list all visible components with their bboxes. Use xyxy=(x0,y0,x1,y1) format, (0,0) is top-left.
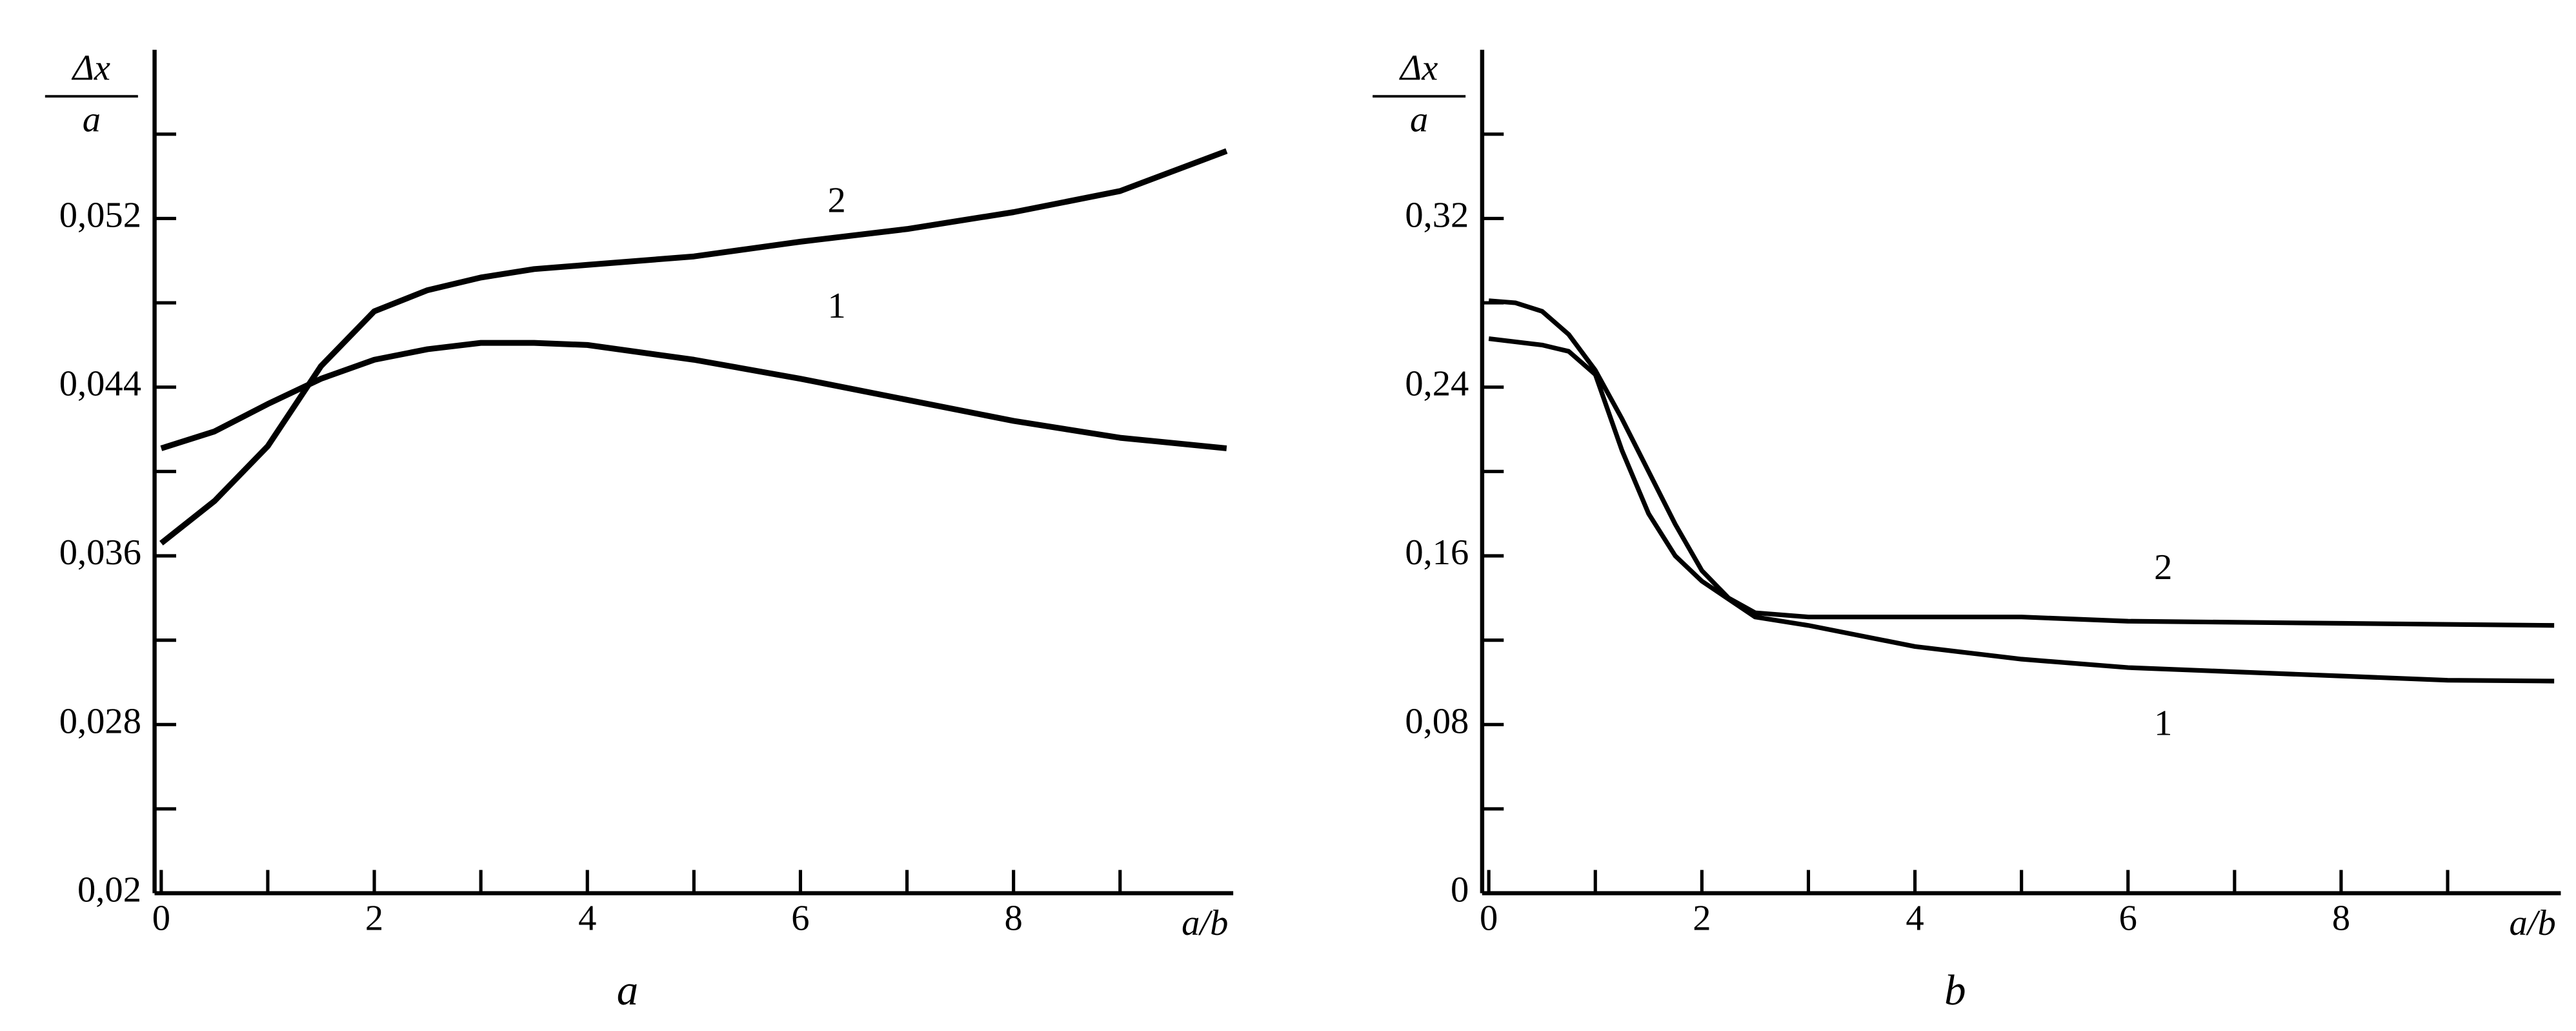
x-tick-label: 6 xyxy=(2119,898,2137,938)
curve xyxy=(160,340,1227,451)
caption: a xyxy=(617,966,638,1014)
x-tick-label: 8 xyxy=(2332,898,2350,938)
y-tick-label: 0,052 xyxy=(59,195,141,235)
y-tick-label: 0,02 xyxy=(77,870,141,910)
y-label-numerator: Δx xyxy=(72,48,110,88)
y-tick-label: 0,24 xyxy=(1405,364,1469,404)
curve-label: 2 xyxy=(2154,547,2172,587)
y-label-denominator: a xyxy=(1410,99,1428,139)
x-axis-label: a/b xyxy=(1182,903,1228,943)
x-tick-label: 0 xyxy=(1480,898,1498,938)
y-tick-label: 0,08 xyxy=(1405,701,1469,741)
curve xyxy=(1488,298,2555,628)
curve-label: 1 xyxy=(827,286,845,326)
x-tick-label: 2 xyxy=(1693,898,1711,938)
x-axis-label: a/b xyxy=(2509,903,2555,943)
x-tick-label: 0 xyxy=(152,898,170,938)
y-tick-label: 0,044 xyxy=(59,364,141,404)
y-tick-label: 0,036 xyxy=(59,533,141,573)
x-tick-label: 4 xyxy=(578,898,596,938)
x-tick-label: 2 xyxy=(365,898,383,938)
curve xyxy=(1488,336,2555,684)
y-tick-label: 0 xyxy=(1451,870,1469,910)
caption: b xyxy=(1944,966,1966,1014)
curve xyxy=(159,148,1228,546)
curve-label: 2 xyxy=(827,181,845,221)
y-tick-label: 0,16 xyxy=(1405,533,1469,573)
x-tick-label: 4 xyxy=(1906,898,1924,938)
x-tick-label: 8 xyxy=(1005,898,1023,938)
y-label-numerator: Δx xyxy=(1399,48,1438,88)
x-tick-label: 6 xyxy=(791,898,809,938)
y-tick-label: 0,028 xyxy=(59,701,141,741)
y-tick-label: 0,32 xyxy=(1405,195,1469,235)
curve-label: 1 xyxy=(2154,704,2172,744)
y-label-denominator: a xyxy=(83,99,101,139)
